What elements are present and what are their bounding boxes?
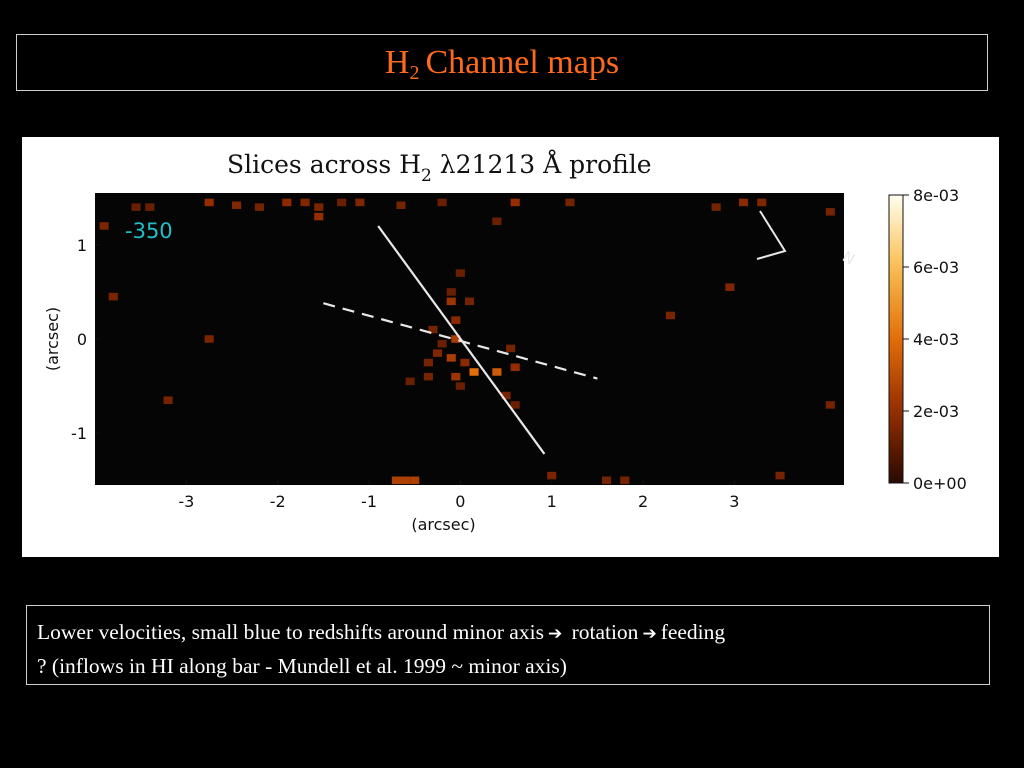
channel-map-figure: Slices across H2 λ21213 Å profile -350 N -3…: [22, 137, 999, 557]
emission-pixel: [492, 368, 502, 376]
x-tick-label: 3: [729, 492, 739, 511]
velocity-label: -350: [125, 219, 173, 243]
emission-pixel: [510, 198, 520, 207]
emission-pixel: [446, 297, 456, 306]
emission-pixel: [711, 203, 721, 211]
x-tick-label: 2: [638, 492, 648, 511]
emission-pixel: [391, 476, 401, 485]
y-tick-label: -1: [71, 424, 87, 443]
emission-pixel: [410, 476, 420, 485]
emission-pixel: [405, 377, 415, 386]
emission-pixel: [455, 382, 465, 390]
major-axis-slit-line: [377, 225, 546, 455]
emission-pixel: [145, 203, 155, 211]
emission-pixel: [455, 269, 465, 277]
emission-pixel: [314, 203, 324, 211]
emission-pixel: [501, 391, 511, 400]
emission-pixel: [510, 401, 520, 409]
emission-pixel: [665, 311, 676, 320]
emission-pixel: [396, 201, 406, 210]
emission-pixel: [423, 358, 433, 367]
caption-box: Lower velocities, small blue to redshift…: [26, 605, 990, 685]
emission-pixel: [337, 198, 347, 207]
north-arrow-icon: [756, 210, 787, 260]
emission-pixel: [108, 292, 118, 301]
x-tick-label: -1: [361, 492, 377, 511]
emission-pixel: [254, 203, 264, 211]
x-axis-label: (arcsec): [411, 515, 475, 534]
emission-pixel: [469, 368, 479, 376]
emission-pixel: [432, 349, 443, 357]
emission-pixel: [446, 288, 456, 296]
colorbar-tick-label: 4e-03: [913, 330, 959, 349]
emission-pixel: [451, 316, 461, 324]
emission-pixel: [163, 396, 173, 404]
emission-pixel: [825, 401, 835, 409]
colorbar-tick-label: 2e-03: [913, 402, 959, 421]
emission-pixel: [506, 344, 516, 353]
emission-pixel: [738, 198, 749, 207]
emission-pixel: [428, 325, 438, 334]
colorbar: [888, 194, 904, 484]
emission-pixel: [464, 297, 475, 306]
caption-text-1: Lower velocities, small blue to redshift…: [37, 620, 544, 644]
emission-pixel: [423, 372, 433, 381]
emission-pixel: [446, 354, 456, 362]
plot-area: [95, 193, 844, 485]
emission-pixel: [451, 372, 461, 381]
right-arrow-icon: ➔: [547, 624, 563, 644]
emission-pixel: [451, 335, 461, 343]
emission-pixel: [547, 471, 557, 480]
y-tick-label: 1: [77, 236, 87, 255]
colorbar-tick-label: 0e+00: [913, 474, 967, 493]
emission-pixel: [620, 476, 630, 485]
emission-pixel: [510, 363, 520, 372]
emission-pixel: [355, 198, 365, 207]
emission-pixel: [775, 471, 785, 480]
emission-pixel: [314, 212, 324, 221]
emission-pixel: [232, 201, 242, 210]
emission-pixel: [460, 358, 470, 367]
emission-pixel: [492, 217, 502, 226]
x-tick-label: 0: [455, 492, 465, 511]
emission-pixel: [725, 283, 735, 291]
emission-pixel: [204, 335, 214, 343]
emission-pixel: [204, 198, 214, 207]
y-tick-label: 0: [77, 330, 87, 349]
colorbar-tick-label: 8e-03: [913, 186, 959, 205]
slide-title-box: H2 Channel maps: [16, 34, 988, 91]
chart-title: Slices across H2 λ21213 Å profile: [227, 149, 652, 186]
slide-title: H2 Channel maps: [384, 44, 620, 84]
emission-pixel: [601, 476, 612, 485]
emission-pixel: [99, 222, 109, 230]
x-tick-label: -2: [270, 492, 286, 511]
emission-pixel: [565, 198, 575, 207]
emission-pixel: [825, 208, 835, 216]
emission-pixel: [282, 198, 292, 207]
colorbar-tick-label: 6e-03: [913, 258, 959, 277]
x-tick-label: 1: [547, 492, 557, 511]
channel-map-chart: Slices across H2 λ21213 Å profile-350N-3…: [43, 149, 967, 534]
x-tick-label: -3: [178, 492, 194, 511]
emission-pixel: [437, 339, 447, 348]
emission-pixel: [300, 198, 310, 207]
caption-text-2: rotation: [571, 620, 639, 644]
emission-pixel: [400, 476, 411, 485]
right-arrow-icon: ➔: [642, 624, 657, 644]
y-axis-label: (arcsec): [43, 307, 62, 371]
emission-pixel: [757, 198, 767, 207]
caption-text-3: feeding: [660, 620, 726, 644]
emission-pixel: [437, 198, 447, 207]
minor-axis-slit-line: [323, 302, 598, 380]
emission-pixel: [131, 203, 141, 211]
caption-text-4: ? (inflows in HI along bar - Mundell et …: [37, 654, 567, 678]
